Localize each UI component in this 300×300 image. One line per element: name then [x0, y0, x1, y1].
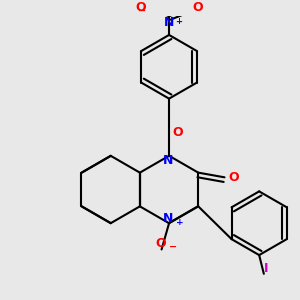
Text: N: N: [163, 212, 173, 225]
Text: O: O: [173, 126, 183, 139]
Text: −: −: [138, 6, 146, 16]
Text: O: O: [228, 171, 239, 184]
Text: +: +: [176, 218, 183, 227]
Text: N: N: [164, 16, 174, 29]
Text: I: I: [263, 262, 268, 275]
Text: O: O: [155, 237, 166, 250]
Text: −: −: [169, 242, 177, 252]
Text: +: +: [176, 17, 183, 26]
Text: N: N: [163, 154, 173, 167]
Text: O: O: [135, 1, 146, 14]
Text: O: O: [193, 1, 203, 14]
